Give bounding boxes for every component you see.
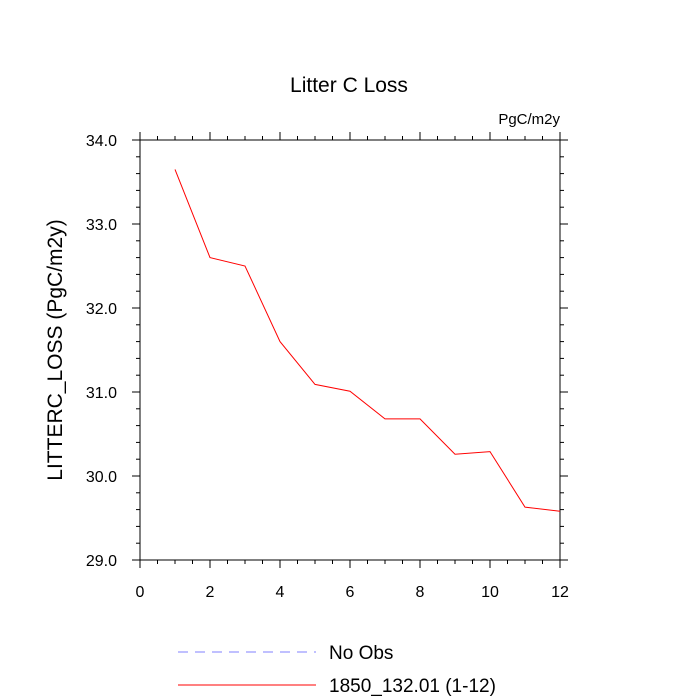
series-line	[174, 169, 561, 512]
y-tick-label: 31.0	[86, 385, 117, 402]
y-tick-label: 32.0	[86, 301, 117, 318]
series-lines	[174, 169, 561, 512]
x-tick-label: 0	[136, 584, 145, 601]
y-axis-label: LITTERC_LOSS (PgC/m2y)	[44, 219, 67, 480]
legend-label: 1850_132.01 (1-12)	[329, 676, 496, 697]
x-tick-label: 2	[206, 584, 215, 601]
y-tick-label: 33.0	[86, 217, 117, 234]
x-tick-label: 4	[276, 584, 285, 601]
x-tick-label: 12	[551, 584, 569, 601]
y-tick-label: 34.0	[86, 133, 117, 150]
units-label: PgC/m2y	[498, 111, 560, 128]
x-tick-label: 8	[416, 584, 425, 601]
plot-frame	[139, 139, 561, 561]
legend-label: No Obs	[329, 643, 393, 664]
y-tick-label: 30.0	[86, 469, 117, 486]
legend: No Obs 1850_132.01 (1-12)	[178, 643, 496, 697]
chart-title: Litter C Loss	[290, 74, 408, 97]
y-tick-label: 29.0	[86, 553, 117, 570]
x-tick-label: 10	[481, 584, 499, 601]
axis-ticks	[132, 132, 568, 568]
axis-tick-labels: 0 2 4 6 8 10 12 29.0 30.0 31.0 32.0 33.0 34.0	[86, 133, 569, 601]
x-tick-label: 6	[346, 584, 355, 601]
